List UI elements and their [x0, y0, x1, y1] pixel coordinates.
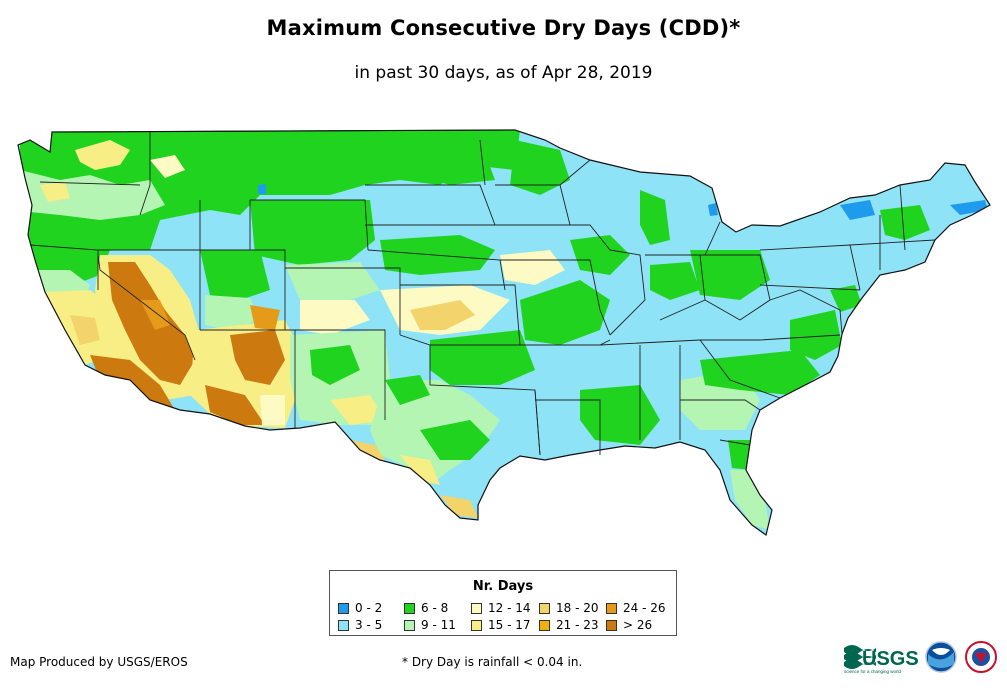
noaa-logo — [925, 641, 957, 673]
legend-item: 21 - 23 — [539, 619, 599, 631]
legend-swatch — [606, 620, 617, 631]
legend-item: 3 - 5 — [338, 619, 382, 631]
legend-label: 18 - 20 — [556, 601, 599, 615]
map-credit: Map Produced by USGS/EROS — [10, 655, 188, 669]
legend-label: > 26 — [623, 618, 653, 632]
legend-swatch — [404, 603, 415, 614]
legend-swatch — [471, 603, 482, 614]
map-subtitle: in past 30 days, as of Apr 28, 2019 — [354, 63, 653, 83]
legend-label: 0 - 2 — [355, 601, 383, 615]
legend-item: 6 - 8 — [404, 602, 448, 614]
nws-logo — [965, 641, 997, 673]
us-dry-days-map — [17, 129, 991, 536]
legend-swatch — [404, 620, 415, 631]
legend-item: > 26 — [606, 619, 652, 631]
legend-title: Nr. Days — [472, 579, 534, 594]
legend-item: 18 - 20 — [539, 602, 599, 614]
legend-item: 15 - 17 — [471, 619, 531, 631]
legend: Nr. Days 0 - 2 3 - 5 6 - 8 9 - 11 12 - 1… — [329, 570, 677, 636]
legend-swatch — [606, 603, 617, 614]
dry-day-footnote: * Dry Day is rainfall < 0.04 in. — [402, 655, 583, 669]
legend-label: 3 - 5 — [355, 618, 383, 632]
legend-label: 6 - 8 — [421, 601, 449, 615]
legend-item: 9 - 11 — [404, 619, 456, 631]
map-title: Maximum Consecutive Dry Days (CDD)* — [266, 16, 741, 40]
legend-label: 12 - 14 — [488, 601, 531, 615]
legend-swatch — [338, 603, 349, 614]
usgs-tagline: science for a changing world — [844, 669, 902, 674]
legend-label: 9 - 11 — [421, 618, 456, 632]
legend-item: 24 - 26 — [606, 602, 666, 614]
legend-item: 0 - 2 — [338, 602, 382, 614]
usgs-wordmark: USGS — [862, 648, 919, 670]
legend-label: 24 - 26 — [623, 601, 666, 615]
legend-swatch — [338, 620, 349, 631]
legend-swatch — [539, 620, 550, 631]
legend-label: 15 - 17 — [488, 618, 531, 632]
legend-item: 12 - 14 — [471, 602, 531, 614]
legend-swatch — [471, 620, 482, 631]
agency-logos: USGS science for a changing world — [844, 641, 997, 674]
legend-label: 21 - 23 — [556, 618, 599, 632]
legend-swatch — [539, 603, 550, 614]
usgs-logo: USGS science for a changing world — [844, 645, 919, 674]
